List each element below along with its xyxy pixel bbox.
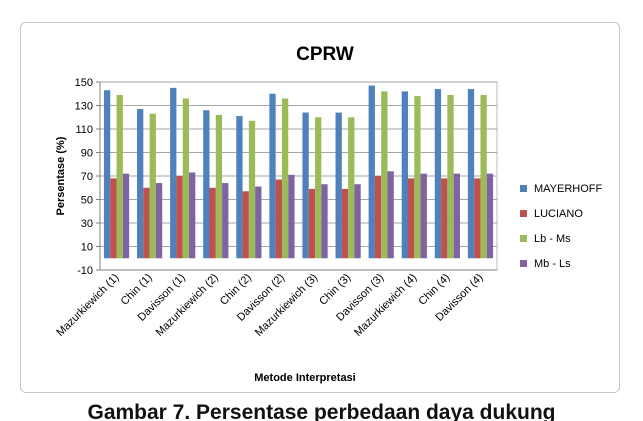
bar-mb-ls <box>255 186 262 259</box>
bar-mayerhoff <box>236 116 243 259</box>
bar-luciano <box>407 178 415 259</box>
bar-mayerhoff <box>401 91 408 259</box>
legend-swatch <box>520 210 527 217</box>
legend-swatch <box>520 235 527 242</box>
bar-mayerhoff <box>203 110 210 259</box>
bar-mb-ls <box>387 171 394 259</box>
legend-label: Lb - Ms <box>534 233 571 245</box>
x-tick-label: Mazurkiewich (1) <box>54 272 121 339</box>
bar-luciano <box>374 176 382 259</box>
bar-mayerhoff <box>137 109 144 259</box>
bar-lb-ms <box>315 117 322 259</box>
bar-lb-ms <box>348 117 355 259</box>
bar-mayerhoff <box>269 93 276 259</box>
bar-mayerhoff <box>335 112 342 259</box>
y-tick-label: 70 <box>81 171 93 183</box>
chart-title: CPRW <box>296 44 354 65</box>
legend-label: LUCIANO <box>534 208 583 220</box>
bar-lb-ms <box>414 96 421 259</box>
y-tick-label: 130 <box>75 101 93 113</box>
bar-luciano <box>308 188 316 259</box>
bar-mb-ls <box>122 173 130 259</box>
bar-luciano <box>441 178 448 259</box>
figure-caption: Gambar 7. Persentase perbedaan daya duku… <box>87 401 556 421</box>
bar-lb-ms <box>480 94 487 259</box>
bar-luciano <box>275 179 282 259</box>
y-tick-label: 150 <box>75 77 93 89</box>
y-tick-label: -10 <box>77 265 93 277</box>
bar-mb-ls <box>420 173 427 259</box>
bar-mayerhoff <box>170 87 177 259</box>
bar-lb-ms <box>447 94 454 259</box>
bar-mb-ls <box>288 174 295 259</box>
y-tick-label: 30 <box>81 218 93 230</box>
bar-lb-ms <box>182 98 190 259</box>
y-tick-label: 110 <box>75 124 93 136</box>
legend-swatch <box>520 260 527 267</box>
bar-luciano <box>242 191 249 259</box>
y-tick-label: 50 <box>81 195 93 207</box>
bar-mb-ls <box>189 172 196 259</box>
bar-luciano <box>474 178 481 259</box>
x-tick-label: Mazurkiewich (4) <box>352 272 419 339</box>
bar-luciano <box>341 188 349 259</box>
x-axis-label: Metode Interpretasi <box>254 372 355 384</box>
bar-mayerhoff <box>368 85 375 259</box>
x-tick-label: Mazurkiewich (2) <box>154 272 221 339</box>
bar-mb-ls <box>321 184 328 259</box>
y-axis-label: Persentase (%) <box>55 136 67 215</box>
bar-lb-ms <box>215 114 223 259</box>
bar-mb-ls <box>155 183 163 259</box>
bar-lb-ms <box>381 91 388 259</box>
bar-mayerhoff <box>467 89 475 259</box>
bar-luciano <box>143 187 150 259</box>
legend-label: Mb - Ls <box>534 258 571 270</box>
bar-luciano <box>176 176 183 259</box>
bar-luciano <box>110 178 117 259</box>
bar-lb-ms <box>116 94 123 259</box>
legend-label: MAYERHOFF <box>534 183 603 195</box>
legend-swatch <box>520 185 527 192</box>
bar-mayerhoff <box>302 112 309 259</box>
bar-lb-ms <box>149 113 156 259</box>
bar-lb-ms <box>248 120 256 259</box>
y-tick-label: 10 <box>81 242 93 254</box>
y-tick-label: 90 <box>81 148 93 160</box>
bar-mb-ls <box>453 173 460 259</box>
bar-mayerhoff <box>103 90 111 259</box>
x-tick-label: Mazurkiewich (3) <box>253 272 320 339</box>
bar-mb-ls <box>486 173 494 259</box>
bar-mayerhoff <box>434 89 442 259</box>
bar-mb-ls <box>354 184 361 259</box>
bar-luciano <box>209 187 216 259</box>
bar-mb-ls <box>222 183 229 259</box>
bar-lb-ms <box>281 98 289 259</box>
